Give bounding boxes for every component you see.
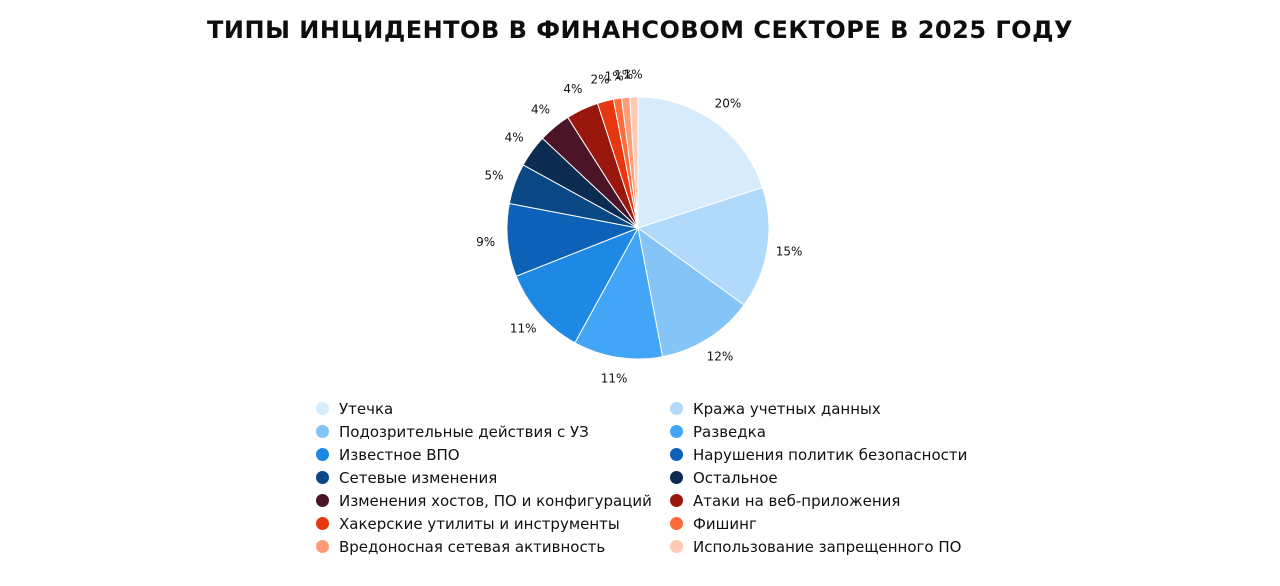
legend-label: Остальное — [693, 468, 778, 487]
legend-swatch — [670, 517, 683, 530]
slice-percent-label: 4% — [531, 103, 550, 117]
legend-swatch — [670, 425, 683, 438]
legend-item: Фишинг — [670, 512, 1016, 535]
legend-label: Использование запрещенного ПО — [693, 537, 962, 556]
legend-swatch — [316, 471, 329, 484]
legend-item: Подозрительные действия с УЗ — [316, 420, 670, 443]
legend-item: Вредоносная сетевая активность — [316, 535, 670, 558]
legend-item: Известное ВПО — [316, 443, 670, 466]
pie-slice — [637, 96, 764, 229]
legend-swatch — [316, 425, 329, 438]
legend-label: Атаки на веб-приложения — [693, 491, 901, 510]
legend-swatch — [316, 494, 329, 507]
slice-percent-label: 11% — [510, 322, 537, 336]
legend-label: Подозрительные действия с УЗ — [339, 422, 589, 441]
slice-percent-label: 5% — [484, 169, 503, 183]
slice-percent-label: 2% — [590, 72, 609, 86]
chart-legend: Утечка Кража учетных данных Подозрительные… — [316, 397, 1016, 558]
slice-percent-label: 4% — [563, 82, 582, 96]
legend-item: Атаки на веб-приложения — [670, 489, 1016, 512]
legend-item: Изменения хостов, ПО и конфигураций — [316, 489, 670, 512]
pie-slice — [515, 227, 640, 344]
pie-slice — [637, 226, 745, 358]
slice-percent-label: 11% — [601, 372, 628, 386]
legend-item: Разведка — [670, 420, 1016, 443]
slice-percent-label: 15% — [776, 244, 803, 258]
slice-percent-label: 20% — [715, 97, 742, 111]
legend-label: Известное ВПО — [339, 445, 460, 464]
slice-percent-label: 1% — [624, 68, 643, 82]
legend-label: Нарушения политик безопасности — [693, 445, 968, 464]
pie-chart: 20%15%12%11%11%9%5%4%4%4%2%1%1%1% — [476, 68, 803, 386]
slice-percent-label: 4% — [505, 131, 524, 145]
legend-swatch — [670, 471, 683, 484]
legend-swatch — [670, 402, 683, 415]
legend-label: Фишинг — [693, 514, 757, 533]
legend-swatch — [316, 540, 329, 553]
slice-percent-label: 1% — [605, 69, 624, 83]
legend-item: Кража учетных данных — [670, 397, 1016, 420]
legend-label: Утечка — [339, 399, 394, 418]
slice-percent-label: 9% — [476, 235, 495, 249]
legend-item: Сетевые изменения — [316, 466, 670, 489]
legend-item: Хакерские утилиты и инструменты — [316, 512, 670, 535]
pie-slice — [636, 186, 770, 306]
legend-swatch — [316, 517, 329, 530]
pie-slice — [574, 226, 664, 360]
legend-item: Остальное — [670, 466, 1016, 489]
pie-slice — [629, 96, 639, 229]
legend-label: Кража учетных данных — [693, 399, 881, 418]
legend-swatch — [670, 494, 683, 507]
legend-swatch — [670, 448, 683, 461]
legend-swatch — [670, 540, 683, 553]
legend-item: Утечка — [316, 397, 670, 420]
slice-percent-label: 1% — [614, 68, 633, 82]
legend-label: Изменения хостов, ПО и конфигураций — [339, 491, 652, 510]
legend-label: Вредоносная сетевая активность — [339, 537, 606, 556]
legend-label: Сетевые изменения — [339, 468, 498, 487]
chart-title: ТИПЫ ИНЦИДЕНТОВ В ФИНАНСОВОМ СЕКТОРЕ В 2… — [207, 16, 1073, 44]
legend-item: Использование запрещенного ПО — [670, 535, 1016, 558]
legend-label: Разведка — [693, 422, 766, 441]
legend-item: Нарушения политик безопасности — [670, 443, 1016, 466]
legend-swatch — [316, 448, 329, 461]
legend-swatch — [316, 402, 329, 415]
slice-percent-label: 12% — [707, 350, 734, 364]
legend-label: Хакерские утилиты и инструменты — [339, 514, 620, 533]
